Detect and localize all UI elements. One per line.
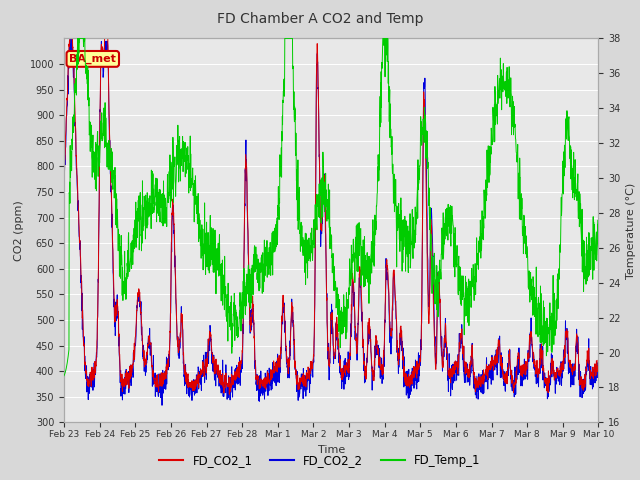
X-axis label: Time: Time bbox=[317, 444, 345, 455]
Text: BA_met: BA_met bbox=[69, 54, 116, 64]
Y-axis label: CO2 (ppm): CO2 (ppm) bbox=[14, 200, 24, 261]
Y-axis label: Temperature (°C): Temperature (°C) bbox=[626, 182, 636, 278]
Text: FD Chamber A CO2 and Temp: FD Chamber A CO2 and Temp bbox=[217, 12, 423, 26]
Legend: FD_CO2_1, FD_CO2_2, FD_Temp_1: FD_CO2_1, FD_CO2_2, FD_Temp_1 bbox=[155, 449, 485, 472]
